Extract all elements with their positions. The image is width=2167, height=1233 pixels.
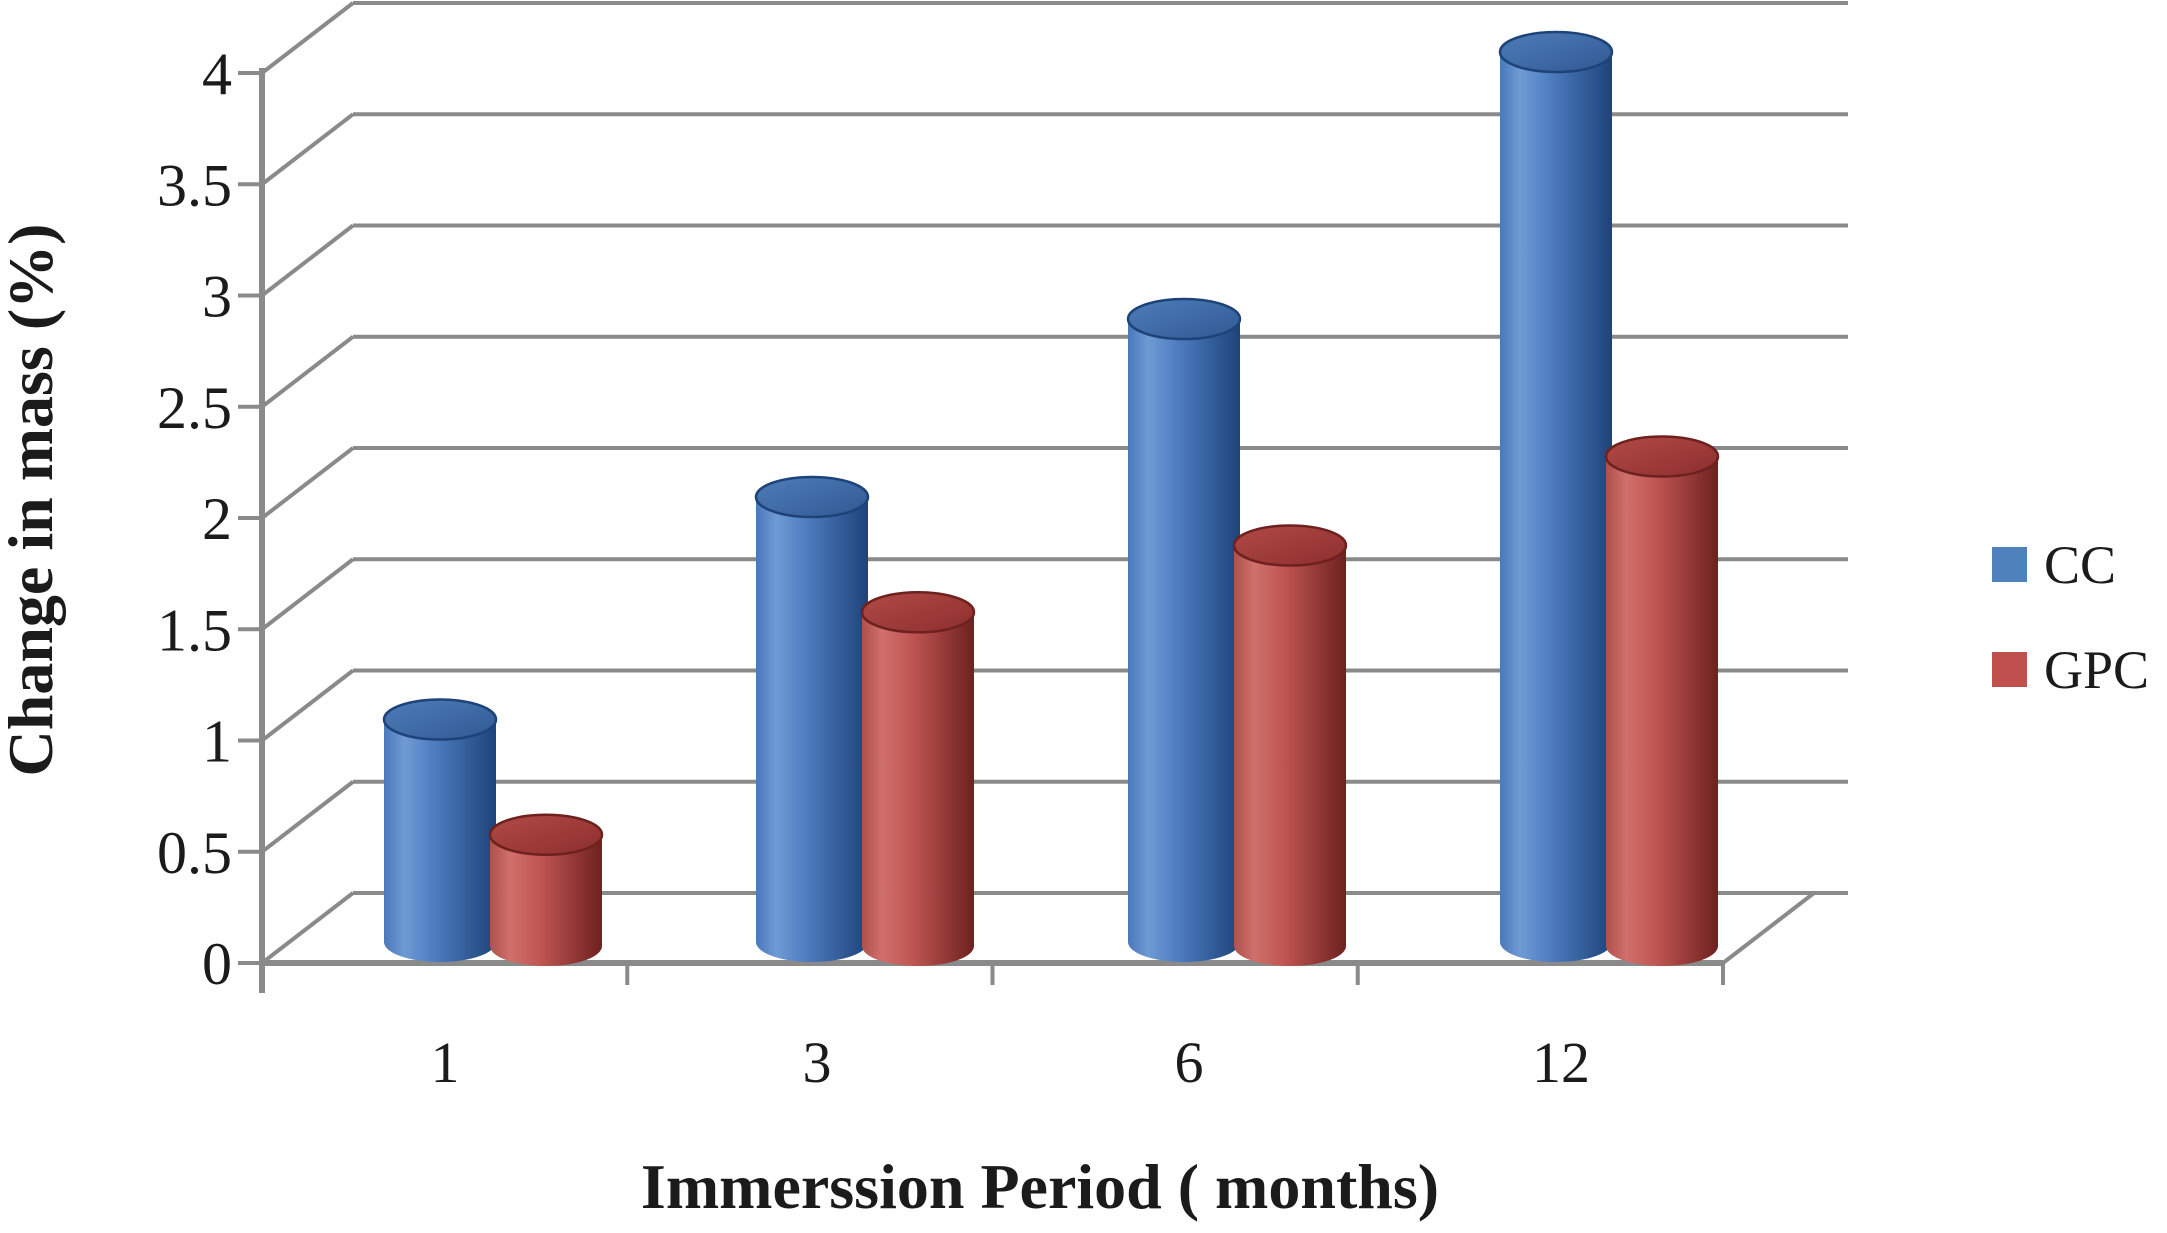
x-category-label: 12 xyxy=(1532,1030,1590,1095)
gridline-diagonal xyxy=(260,668,355,743)
gridline-diagonal xyxy=(260,446,355,520)
legend-swatch-gpc xyxy=(1992,652,2027,687)
y-tick-label: 1.5 xyxy=(157,597,232,663)
x-category-label: 3 xyxy=(803,1030,832,1095)
gridline-diagonal xyxy=(260,557,355,631)
bar-cc-1-body xyxy=(384,719,497,962)
y-tick-label: 1 xyxy=(202,709,232,775)
bar-gpc-6-body xyxy=(1234,545,1346,966)
legend-label-cc: CC xyxy=(2044,535,2116,595)
legend-label-gpc: GPC xyxy=(2044,640,2149,700)
bar-gpc-1-top xyxy=(488,813,604,856)
bar-cc-6-top xyxy=(1126,297,1242,341)
bar-cc-12-body xyxy=(1500,52,1612,962)
chart-geometry: 0 0.5 1 1.5 2 2.5 3 3.5 4 1 3 6 12 xyxy=(157,1,1848,1095)
y-tick-label: 4 xyxy=(202,41,232,107)
floor-right-edge xyxy=(1721,891,1816,965)
y-tick-label: 0 xyxy=(202,931,232,997)
bar-cc-1-top xyxy=(382,698,498,741)
y-tick-label: 3.5 xyxy=(157,152,232,218)
bar-gpc-12-body xyxy=(1606,456,1718,966)
bar-gpc-3-body xyxy=(862,612,974,966)
bar-cc-12-top xyxy=(1498,30,1614,74)
x-category-label: 6 xyxy=(1175,1030,1204,1095)
bar-gpc-1-body xyxy=(490,834,602,966)
gridline-diagonal xyxy=(260,1,355,75)
bar-cc-3-top xyxy=(754,475,870,519)
legend: CC GPC xyxy=(1992,535,2149,700)
y-axis-title: Change in mass (%) xyxy=(0,224,66,777)
bar-cc-3-body xyxy=(756,497,868,962)
bar-gpc-6-top xyxy=(1232,524,1348,567)
x-axis-title: Immerssion Period ( months) xyxy=(641,1151,1439,1222)
gridline-diagonal xyxy=(260,223,355,298)
bar-cc-6-body xyxy=(1128,319,1240,962)
legend-swatch-cc xyxy=(1992,547,2027,582)
gridline-diagonal xyxy=(260,112,355,186)
x-category-label: 1 xyxy=(431,1030,460,1095)
y-tick-label: 0.5 xyxy=(157,820,232,886)
y-tick-label: 2.5 xyxy=(157,375,232,441)
y-tick-label: 2 xyxy=(202,486,232,552)
bar-gpc-3-top xyxy=(860,591,976,634)
gridline-diagonal xyxy=(260,780,355,854)
gridline-diagonal xyxy=(260,335,355,409)
y-tick-label: 3 xyxy=(202,264,232,330)
bar-gpc-12-top xyxy=(1604,435,1720,478)
gridline-diagonal xyxy=(260,891,355,965)
